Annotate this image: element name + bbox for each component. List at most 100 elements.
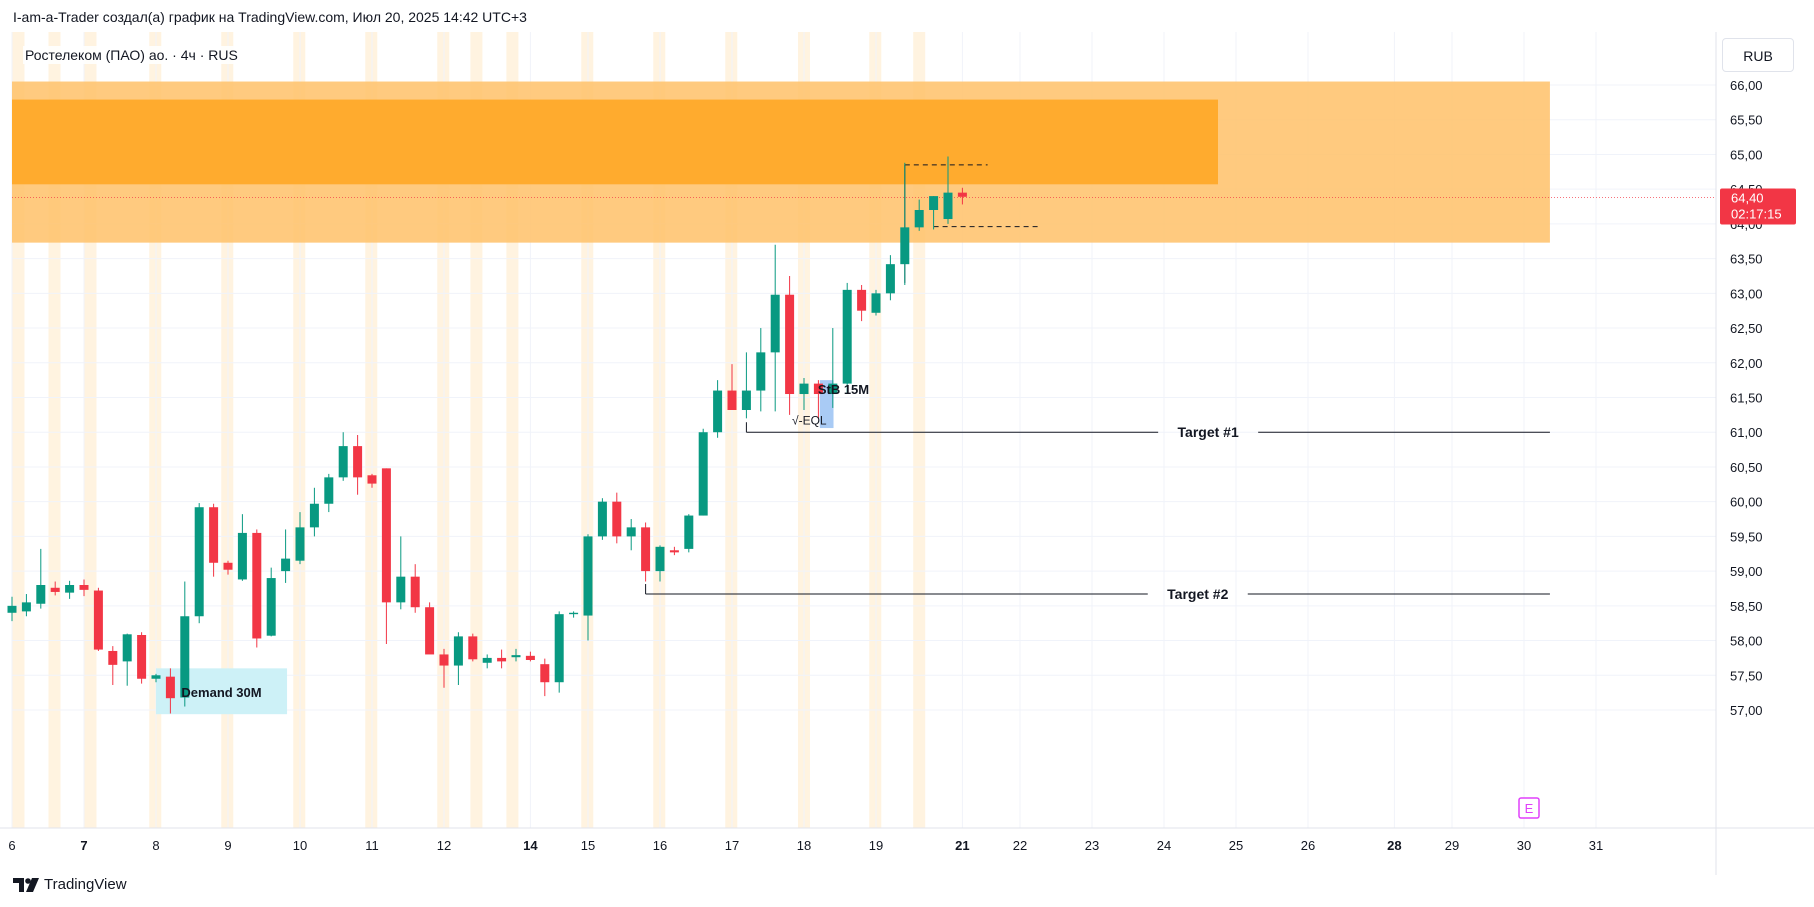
candle-body[interactable] (770, 294, 780, 353)
candle-body[interactable] (497, 657, 507, 662)
candle-body[interactable] (309, 503, 319, 528)
candle-body[interactable] (943, 192, 953, 220)
candle-body[interactable] (194, 507, 204, 617)
candle-body[interactable] (554, 614, 564, 683)
candle-body[interactable] (900, 227, 910, 265)
time-axis-tick-label: 26 (1301, 838, 1315, 853)
candle-body[interactable] (828, 383, 838, 395)
candle-body[interactable] (237, 532, 247, 580)
candle-body[interactable] (425, 607, 435, 655)
price-axis-tick-label: 62,00 (1730, 356, 1763, 371)
candle-body[interactable] (569, 612, 579, 615)
candle-body[interactable] (108, 650, 118, 665)
price-axis-tick-label: 58,00 (1730, 634, 1763, 649)
candle-body[interactable] (756, 352, 766, 391)
eql-label: √-EQL (792, 414, 827, 428)
candle-body[interactable] (655, 546, 665, 572)
time-axis-tick-label: 10 (293, 838, 307, 853)
current-price-tag (1720, 188, 1796, 225)
time-axis-tick-label: 22 (1013, 838, 1027, 853)
time-axis-tick-label: 6 (8, 838, 15, 853)
candle-body[interactable] (482, 657, 492, 663)
candle-body[interactable] (410, 576, 420, 608)
candle-body[interactable] (137, 635, 147, 679)
currency-button[interactable]: RUB (1722, 38, 1794, 72)
time-axis-tick-label: 23 (1085, 838, 1099, 853)
candle-body[interactable] (684, 515, 694, 549)
candle-body[interactable] (79, 585, 89, 590)
price-axis-tick-label: 57,00 (1730, 703, 1763, 718)
price-axis-tick-label: 59,50 (1730, 529, 1763, 544)
earnings-marker-label: E (1525, 801, 1534, 816)
candle-body[interactable] (223, 562, 233, 570)
time-axis-tick-label: 25 (1229, 838, 1243, 853)
candle-body[interactable] (511, 655, 521, 658)
candle-body[interactable] (65, 585, 75, 593)
candle-body[interactable] (295, 527, 305, 561)
time-axis-tick-label: 14 (523, 838, 538, 853)
candle-body[interactable] (842, 289, 852, 384)
candle-body[interactable] (439, 654, 449, 666)
time-axis-tick-label: 16 (653, 838, 667, 853)
candle-body[interactable] (122, 634, 132, 662)
tradingview-logo-text: TradingView (44, 876, 127, 893)
candle-body[interactable] (957, 192, 967, 197)
time-axis-tick-label: 31 (1589, 838, 1603, 853)
candle-body[interactable] (669, 550, 679, 553)
time-axis-tick-label: 19 (869, 838, 883, 853)
candle-body[interactable] (151, 675, 161, 679)
candle-body[interactable] (698, 432, 708, 516)
candle-body[interactable] (929, 196, 939, 210)
candle-body[interactable] (381, 468, 391, 603)
candle-body[interactable] (857, 289, 867, 311)
candle-body[interactable] (50, 587, 60, 592)
time-axis-tick-label: 18 (797, 838, 811, 853)
candle-body[interactable] (727, 390, 737, 410)
price-axis-tick-label: 65,50 (1730, 113, 1763, 128)
candle-body[interactable] (612, 501, 622, 537)
candlestick-chart[interactable]: Target #1 Target #2 Demand 30M StB 15M √-EQL… (0, 32, 1814, 875)
candle-body[interactable] (21, 602, 31, 612)
candle-body[interactable] (180, 616, 190, 698)
candle-body[interactable] (453, 636, 463, 666)
candle-body[interactable] (36, 585, 46, 604)
candle-body[interactable] (641, 527, 651, 572)
time-axis-tick-label: 11 (365, 838, 379, 853)
candle-body[interactable] (799, 383, 809, 395)
candle-body[interactable] (813, 383, 823, 395)
candle-body[interactable] (626, 527, 636, 537)
candle-body[interactable] (741, 390, 751, 410)
candle-body[interactable] (353, 446, 363, 478)
stb-zone-label: StB 15M (818, 382, 869, 397)
candle-body[interactable] (597, 501, 607, 537)
candle-body[interactable] (281, 558, 291, 572)
candle-body[interactable] (540, 664, 550, 683)
price-axis-tick-label: 65,00 (1730, 147, 1763, 162)
candle-body[interactable] (367, 475, 377, 484)
candle-body[interactable] (252, 532, 262, 639)
time-axis-tick-label: 15 (581, 838, 595, 853)
candle-body[interactable] (525, 655, 535, 660)
candle-body[interactable] (468, 636, 478, 660)
candle-body[interactable] (338, 446, 348, 478)
supply-zone-inner[interactable] (12, 99, 1218, 185)
demand-zone[interactable] (156, 668, 288, 715)
candle-body[interactable] (209, 507, 219, 563)
candle-body[interactable] (583, 536, 593, 616)
price-axis-tick-label: 66,00 (1730, 78, 1763, 93)
candle-body[interactable] (785, 294, 795, 395)
tradingview-logo[interactable]: TradingView (13, 876, 127, 893)
candle-body[interactable] (266, 578, 276, 636)
target-label: Target #1 (1178, 424, 1239, 440)
candle-body[interactable] (871, 293, 881, 313)
candle-body[interactable] (7, 605, 17, 613)
candle-body[interactable] (165, 676, 175, 699)
candle-body[interactable] (914, 210, 924, 228)
candle-body[interactable] (713, 390, 723, 433)
candle-body[interactable] (324, 477, 334, 504)
chart-area[interactable]: Target #1 Target #2 Demand 30M StB 15M √-EQL… (0, 32, 1814, 875)
candle-body[interactable] (885, 264, 895, 294)
candle-body[interactable] (93, 590, 103, 650)
candle-body[interactable] (396, 576, 406, 603)
earnings-marker[interactable] (1518, 797, 1540, 819)
